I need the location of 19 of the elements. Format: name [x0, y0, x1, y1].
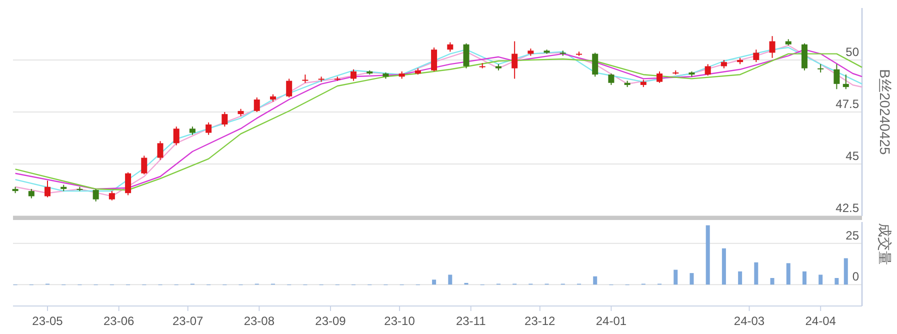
y-axis-title: B丝20240425	[877, 69, 893, 156]
x-tick-label: 23-08	[244, 314, 275, 328]
x-tick-label: 23-05	[32, 314, 64, 328]
x-tick-label: 23-06	[103, 314, 135, 328]
y-tick-label: 25	[846, 228, 860, 242]
x-tick-label: 24-01	[596, 314, 627, 328]
x-tick-label: 23-10	[384, 314, 416, 328]
y-tick-label: 45	[846, 149, 860, 163]
x-tick-label: 23-12	[524, 314, 556, 328]
x-tick-label: 23-11	[456, 314, 486, 328]
y-tick-label: 47.5	[836, 97, 860, 111]
x-tick-label: 24-04	[805, 314, 836, 328]
y-tick-label: 0	[852, 270, 860, 284]
x-tick-label: 24-03	[734, 314, 765, 328]
y-axis-title: 成交量	[877, 223, 893, 265]
y-tick-label: 42.5	[836, 201, 860, 215]
x-tick-label: 23-07	[172, 314, 204, 328]
x-tick-label: 23-09	[315, 314, 346, 328]
y-tick-label: 50	[846, 45, 860, 59]
